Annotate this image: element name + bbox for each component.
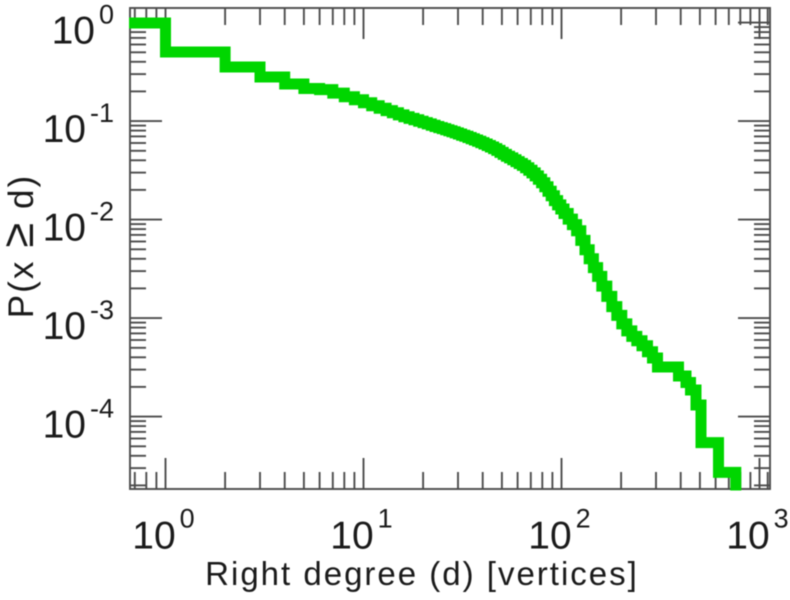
svg-text:10-4: 10 -4 [43, 394, 114, 447]
svg-text:102: 10 2 [528, 504, 590, 558]
svg-text:100: 10 0 [132, 504, 194, 558]
svg-text:P(x ≥ d): P(x ≥ d) [0, 174, 43, 319]
svg-text:10-2: 10 -2 [43, 197, 114, 250]
svg-text:10-3: 10 -3 [43, 295, 114, 348]
svg-text:103: 10 3 [726, 504, 788, 558]
svg-text:101: 10 1 [330, 504, 392, 558]
svg-text:100: 10 0 [52, 0, 114, 53]
svg-text:Right degree (d) [vertices]: Right degree (d) [vertices] [205, 555, 639, 592]
svg-text:10-1: 10 -1 [43, 98, 114, 151]
